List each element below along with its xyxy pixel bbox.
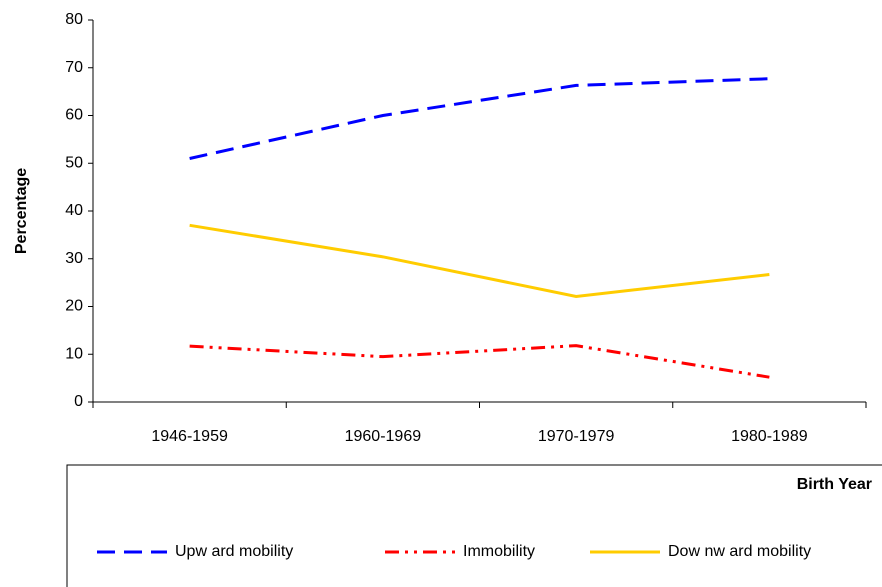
series-line [189,77,770,160]
legend-label: Upw ard mobility [175,543,293,560]
y-tick-label: 10 [65,345,83,362]
x-tick-label: 1960-1969 [345,428,422,445]
legend-box [66,464,882,587]
x-tick-label: 1946-1959 [151,428,228,445]
y-axis-label: Percentage [13,168,30,254]
y-tick-label: 60 [65,107,83,124]
y-tick-label: 0 [74,393,83,410]
x-tick-label: 1980-1989 [731,428,808,445]
y-tick-label: 40 [65,202,83,219]
x-tick-label: 1970-1979 [538,428,615,445]
y-tick-label: 30 [65,250,83,267]
series-line [189,344,770,379]
series-line [189,223,770,298]
x-axis-label: Birth Year [797,476,872,493]
y-tick-label: 20 [65,298,83,315]
legend-label: Immobility [463,543,535,560]
y-tick-label: 50 [65,154,83,171]
legend-label: Dow nw ard mobility [668,543,811,560]
y-tick-label: 70 [65,59,83,76]
y-tick-label: 80 [65,11,83,28]
